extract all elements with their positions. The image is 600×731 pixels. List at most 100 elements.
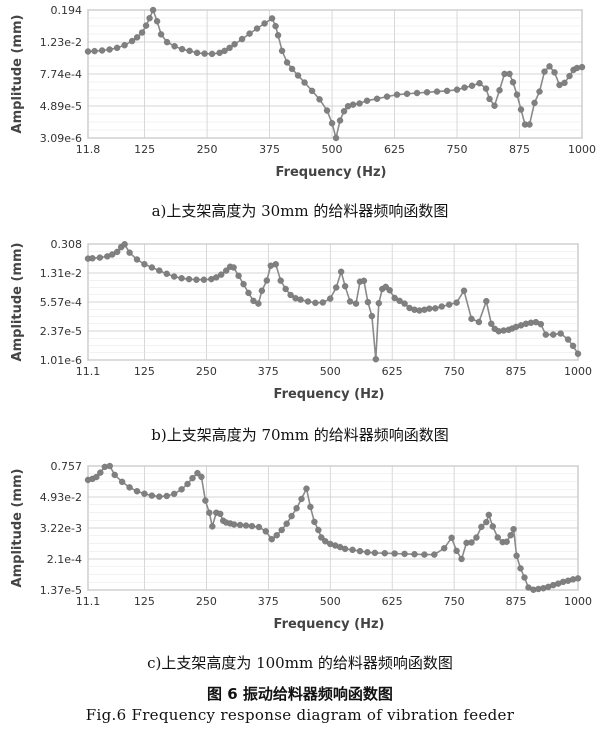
data-point [253,25,261,32]
x-tick-label: 125 [134,143,155,156]
data-point [503,538,510,545]
y-axis-title: Amplitude (mm) [10,243,25,362]
data-point [97,469,104,476]
data-point [194,469,201,477]
data-point [542,331,549,338]
data-point [262,528,270,535]
data-point [488,320,495,327]
data-point [121,241,128,248]
data-point [372,356,380,363]
data-point [413,89,421,97]
data-point [96,254,104,261]
data-point [218,271,225,278]
data-point [473,534,480,541]
data-point [360,277,368,285]
data-point [282,285,289,293]
data-point [521,574,528,581]
x-tick-label: 250 [196,595,217,608]
data-point [383,93,391,100]
data-point [248,522,256,530]
data-point [106,46,113,53]
data-point [391,550,398,557]
y-tick-label: 3.09e-6 [40,132,82,145]
x-tick-label: 1000 [564,595,592,608]
data-point [121,41,128,49]
data-point [322,538,329,545]
data-point [574,350,582,357]
data-point [403,90,411,98]
data-point [337,268,345,275]
data-point [546,63,553,70]
data-point [209,523,216,530]
data-point [274,32,282,39]
data-point [346,298,354,305]
data-point [255,300,262,307]
data-point [550,331,557,338]
data-point [341,283,349,290]
data-point [287,291,294,299]
data-point [356,100,363,107]
y-tick-label: 4.93e-2 [40,491,82,504]
data-point [445,301,453,308]
data-point [311,518,318,526]
data-point [133,488,141,495]
y-tick-label: 7.74e-4 [40,68,82,81]
data-point [475,318,483,326]
data-point [217,510,224,518]
data-point [391,294,398,302]
data-point [551,69,558,76]
data-point [431,551,438,558]
data-point [526,121,533,128]
data-point [341,545,349,553]
data-point [294,72,302,79]
data-point [298,495,305,503]
data-point [483,297,490,305]
chart-panel-b: 11.1 125 250 375 500 625 750 875 1000 0.308 1.31e-… [0,232,600,454]
data-point [458,555,465,563]
data-point [153,18,161,25]
data-point [263,277,271,284]
caption-a: a)上支架高度为 30mm 的给料器频响函数图 [151,202,449,220]
data-point [106,462,113,470]
x-tick-label: 375 [259,143,280,156]
data-point [255,523,263,531]
y-axis-title: Amplitude (mm) [10,469,25,588]
data-point [401,550,408,558]
data-point [133,256,141,263]
data-point [574,575,582,582]
data-point [272,261,279,268]
y-tick-label: 1.23e-2 [40,36,82,49]
data-point [178,45,186,53]
data-point [163,270,170,278]
data-point [507,532,514,539]
data-point [148,492,156,499]
caption-c: c)上支架高度为 100mm 的给料器频响函数图 [147,654,453,672]
data-point [510,525,517,533]
data-point [421,551,428,558]
x-axis-title: Frequency (Hz) [276,165,387,180]
chart-c: 11.1 125 250 375 500 625 750 875 1000 0.757 4.93e-… [10,460,592,632]
data-point [198,473,205,481]
data-point [352,300,360,307]
data-point [561,79,568,87]
chart-b: 11.1 125 250 375 500 625 750 875 1000 0.308 1.31e-… [10,238,592,402]
data-point [426,305,433,312]
y-tick-label: 4.89e-5 [40,100,82,113]
data-point [319,299,327,306]
y-tick-label: 1.37e-5 [40,584,82,597]
x-tick-label: 11.1 [76,595,101,608]
data-point [133,34,141,41]
data-point [278,47,286,55]
data-point [170,490,178,498]
x-tick-label: 625 [382,595,403,608]
x-tick-label: 750 [444,365,465,378]
data-point [91,47,98,55]
data-point [138,29,146,36]
data-point [111,471,118,479]
data-point [141,261,148,268]
data-point [288,512,295,520]
x-tick-label: 125 [134,365,155,378]
data-point [242,522,250,529]
data-point [193,276,200,283]
y-tick-label: 0.308 [51,238,83,251]
